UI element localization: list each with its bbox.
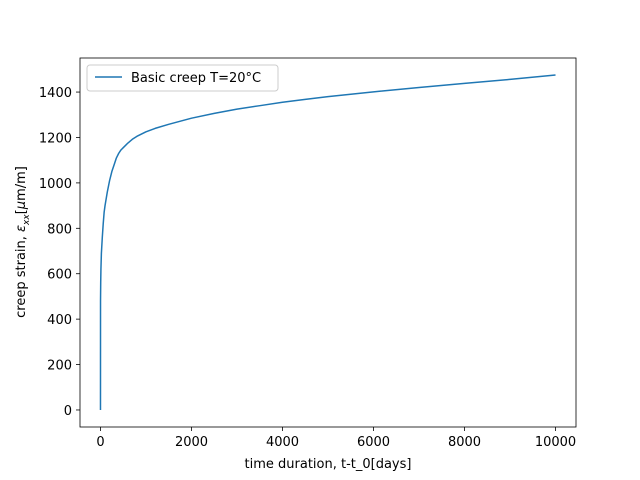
y-tick-label: 1400 bbox=[39, 86, 72, 101]
plot-frame bbox=[79, 57, 577, 428]
y-tick-label: 1200 bbox=[39, 131, 72, 146]
x-axis-label: time duration, t-t_0[days] bbox=[245, 457, 412, 472]
y-tick-label: 400 bbox=[47, 313, 72, 328]
legend: Basic creep T=20°C bbox=[86, 64, 279, 92]
legend-box bbox=[86, 64, 279, 92]
plot-area bbox=[80, 58, 576, 427]
legend-label: Basic creep T=20°C bbox=[131, 71, 261, 86]
y-tick-label: 600 bbox=[47, 268, 72, 283]
y-tick-label: 200 bbox=[47, 359, 72, 374]
x-tick-label: 6000 bbox=[357, 435, 390, 450]
series-layer bbox=[99, 74, 556, 410]
x-axis-ticks: 0 2000 4000 6000 8000 10000 bbox=[96, 427, 576, 450]
x-tick-label: 4000 bbox=[266, 435, 299, 450]
x-tick-label: 0 bbox=[96, 435, 104, 450]
y-axis-ticks: 0 200 400 600 800 1000 1200 1400 bbox=[39, 86, 80, 419]
y-tick-label: 800 bbox=[47, 222, 72, 237]
y-tick-label: 0 bbox=[64, 404, 72, 419]
y-tick-label: 1000 bbox=[39, 177, 72, 192]
x-tick-label: 2000 bbox=[175, 435, 208, 450]
x-tick-label: 10000 bbox=[535, 435, 576, 450]
x-tick-label: 8000 bbox=[448, 435, 481, 450]
series-line bbox=[99, 74, 556, 410]
y-axis-label: creep strain, εxx[μm/m] bbox=[14, 166, 32, 318]
